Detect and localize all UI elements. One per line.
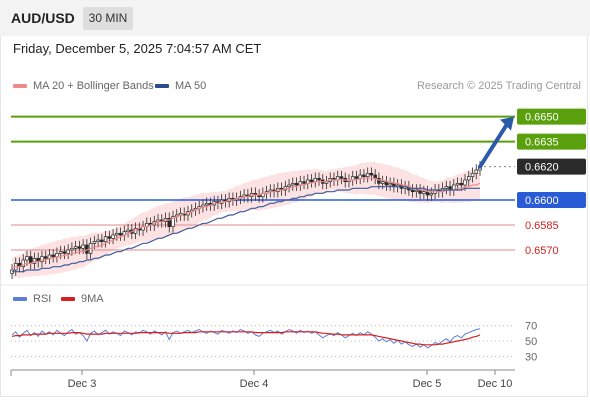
candle [32, 257, 37, 264]
candle [444, 186, 449, 189]
candle [107, 236, 112, 239]
candle [380, 181, 385, 184]
candle [92, 241, 97, 244]
candle [369, 172, 374, 176]
candle [474, 169, 479, 174]
candle [77, 246, 82, 249]
candle [467, 176, 471, 181]
top-bar: AUD/USD 30 MIN [0, 0, 590, 36]
candle [167, 217, 171, 228]
x-tick-label: Dec 10 [478, 378, 513, 390]
rsi-tick-30: 30 [525, 351, 537, 363]
level-label-0.6635: 0.6635 [525, 137, 559, 149]
candle [171, 216, 175, 228]
bollinger-band [12, 161, 480, 279]
candle [118, 232, 123, 236]
forecast-arrow-shaft [478, 120, 510, 169]
x-tick-label: Dec 3 [68, 378, 97, 390]
ma20-legend-swatch [13, 84, 27, 88]
candle [362, 174, 366, 178]
rsi-ma-legend-swatch [61, 297, 75, 301]
candle [463, 179, 467, 186]
rsi-ma-line [11, 331, 481, 346]
rsi-ma-legend-label: 9MA [81, 293, 104, 305]
level-label-bg-0.6635 [517, 133, 586, 150]
ma20-legend-label: MA 20 + Bollinger Bands [33, 80, 154, 92]
candle [365, 172, 370, 178]
candle [51, 254, 55, 258]
candle [388, 182, 392, 186]
candle [70, 247, 74, 251]
candle [291, 182, 295, 186]
candle [302, 181, 306, 184]
level-label-0.6600: 0.6600 [525, 195, 559, 207]
candle [204, 202, 209, 206]
candle [111, 234, 115, 239]
x-tick-label: Dec 4 [240, 378, 269, 390]
research-credit: Research © 2025 Trading Central [416, 80, 581, 92]
candle [410, 189, 415, 193]
candle [354, 176, 359, 179]
level-label-bg-0.6620 [517, 158, 586, 175]
candle [377, 177, 381, 184]
candle [422, 191, 426, 194]
candle [21, 259, 25, 268]
candle [459, 182, 464, 186]
candle [96, 239, 100, 243]
level-label-bg-0.6600 [517, 192, 586, 208]
forecast-arrow-head [500, 116, 514, 131]
candle [429, 192, 434, 196]
level-label-bg-0.6650 [517, 108, 586, 125]
candle [73, 246, 78, 249]
candle [40, 256, 44, 263]
candle [309, 179, 314, 183]
level-label-0.6620: 0.6620 [525, 162, 559, 174]
candle [414, 189, 419, 193]
candle [455, 182, 460, 186]
candle [287, 184, 291, 188]
ma50-legend-label: MA 50 [175, 80, 207, 92]
x-tick-label: Dec 5 [413, 378, 442, 390]
level-label-0.6650: 0.6650 [525, 112, 559, 124]
symbol-title: AUD/USD [11, 10, 75, 26]
chart-frame [0, 36, 588, 397]
candle [470, 172, 475, 178]
interval-selector[interactable]: 30 MIN [83, 7, 133, 30]
candle [115, 232, 119, 236]
rsi-tick-70: 70 [525, 321, 537, 333]
rsi-legend-swatch [13, 297, 27, 301]
candle [62, 251, 67, 254]
candle [58, 251, 63, 254]
datetime-label: Friday, December 5, 2025 7:04:57 AM CET [13, 41, 262, 56]
candle [66, 249, 70, 254]
candle [43, 256, 48, 259]
candle [126, 229, 130, 233]
rsi-tick-50: 50 [525, 336, 537, 348]
candle [103, 236, 108, 243]
candle [81, 244, 85, 249]
level-label-0.6585: 0.6585 [525, 220, 559, 232]
level-label-0.6570: 0.6570 [525, 245, 559, 257]
candle [294, 182, 299, 186]
candle [339, 176, 344, 179]
candle [100, 239, 104, 243]
ma50-legend-swatch [155, 84, 169, 88]
rsi-legend-label: RSI [33, 293, 52, 305]
candle [25, 256, 29, 261]
ma20-line [11, 177, 481, 269]
ma50-line [12, 186, 480, 273]
candle [317, 177, 321, 181]
